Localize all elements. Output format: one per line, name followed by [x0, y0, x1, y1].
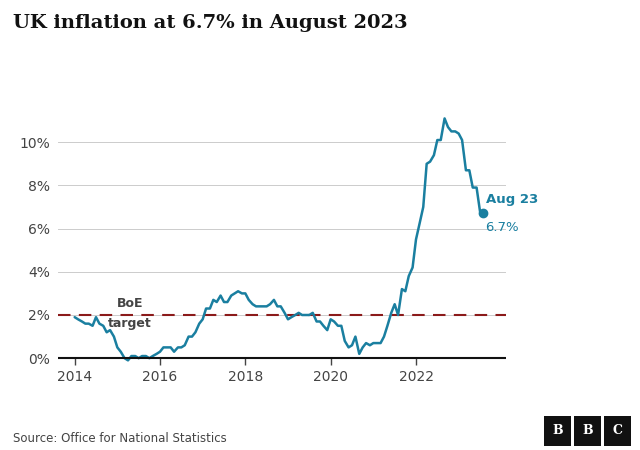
Text: UK inflation at 6.7% in August 2023: UK inflation at 6.7% in August 2023: [13, 14, 408, 32]
Text: target: target: [108, 317, 152, 330]
Text: B: B: [582, 424, 593, 437]
Text: Aug 23: Aug 23: [486, 193, 538, 206]
Text: 6.7%: 6.7%: [486, 221, 519, 234]
Text: Source: Office for National Statistics: Source: Office for National Statistics: [13, 432, 227, 446]
Text: BoE: BoE: [117, 297, 143, 310]
Text: B: B: [552, 424, 563, 437]
Text: C: C: [612, 424, 623, 437]
